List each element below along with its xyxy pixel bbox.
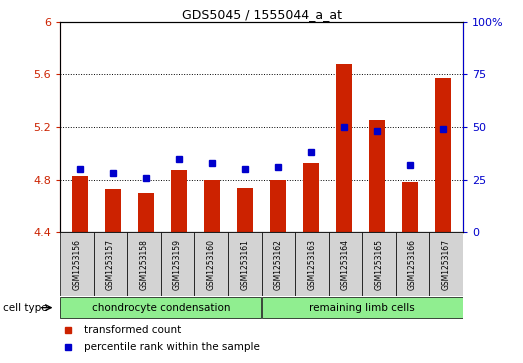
Text: GSM1253162: GSM1253162 [274, 238, 283, 290]
Text: remaining limb cells: remaining limb cells [309, 303, 415, 313]
Bar [396, 232, 429, 296]
Bar [336, 64, 353, 232]
Bar [105, 189, 121, 232]
Bar [402, 182, 418, 232]
Bar [429, 232, 463, 296]
Bar [328, 232, 362, 296]
Text: GSM1253166: GSM1253166 [408, 238, 417, 290]
Text: GSM1253158: GSM1253158 [140, 238, 149, 290]
Text: GSM1253163: GSM1253163 [308, 238, 316, 290]
Text: GSM1253159: GSM1253159 [173, 238, 182, 290]
Bar [138, 193, 154, 232]
Bar [270, 180, 286, 232]
Text: transformed count: transformed count [84, 325, 181, 335]
Bar [262, 297, 462, 318]
Bar [237, 188, 253, 232]
Bar [204, 180, 220, 232]
Text: GSM1253160: GSM1253160 [207, 238, 215, 290]
Bar [228, 232, 262, 296]
Bar [60, 232, 94, 296]
Text: GSM1253165: GSM1253165 [374, 238, 383, 290]
Bar [195, 232, 228, 296]
Bar [303, 163, 319, 232]
Text: GSM1253167: GSM1253167 [441, 238, 451, 290]
Text: percentile rank within the sample: percentile rank within the sample [84, 342, 260, 352]
Text: GSM1253161: GSM1253161 [240, 238, 249, 290]
Bar [362, 232, 396, 296]
Text: cell type: cell type [3, 303, 47, 313]
Bar [94, 232, 127, 296]
Bar [170, 171, 187, 232]
Bar [72, 176, 88, 232]
Text: GSM1253157: GSM1253157 [106, 238, 115, 290]
Text: GSM1253156: GSM1253156 [72, 238, 82, 290]
Bar [369, 121, 385, 232]
Title: GDS5045 / 1555044_a_at: GDS5045 / 1555044_a_at [181, 8, 342, 21]
Bar [262, 232, 295, 296]
Text: GSM1253164: GSM1253164 [341, 238, 350, 290]
Bar [127, 232, 161, 296]
Bar [435, 78, 451, 232]
Bar [161, 232, 195, 296]
Text: chondrocyte condensation: chondrocyte condensation [92, 303, 230, 313]
Bar [295, 232, 328, 296]
Bar [61, 297, 261, 318]
